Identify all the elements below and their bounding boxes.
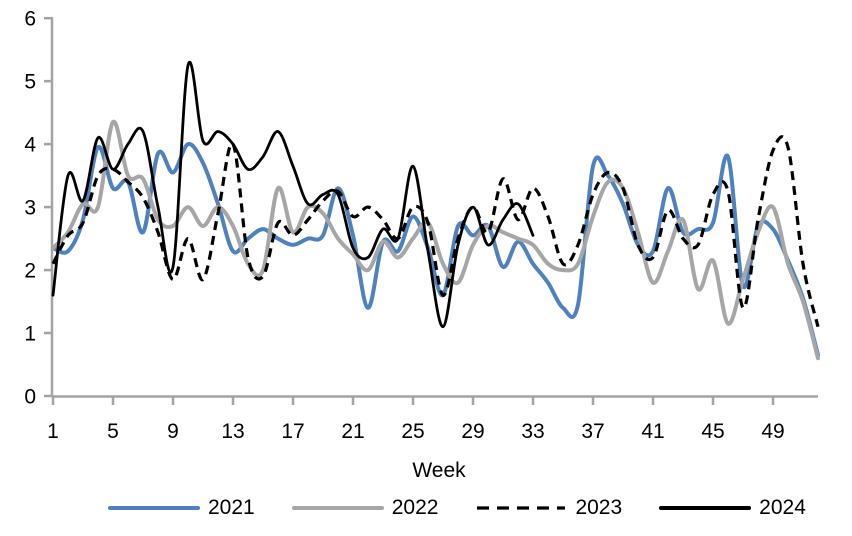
legend-swatch-2022	[291, 506, 384, 510]
legend-label-2021: 2021	[208, 496, 255, 519]
x-axis-tick-label: 49	[761, 420, 784, 443]
legend-item-2023: 2023	[474, 494, 622, 522]
y-axis-tick-label: 5	[24, 71, 36, 94]
legend-item-2022: 2022	[291, 494, 439, 522]
y-axis-tick-label: 4	[24, 134, 36, 157]
x-axis-tick-label: 9	[167, 420, 179, 443]
legend-swatch-2023	[477, 506, 566, 510]
x-axis-tick-label: 37	[581, 420, 604, 443]
x-axis-tick-label: 1	[47, 420, 59, 443]
series-2023-line	[51, 135, 820, 328]
series-2021-line	[51, 142, 820, 358]
y-axis-tick-label: 6	[24, 8, 36, 31]
x-axis-tick-label: 25	[401, 420, 424, 443]
legend-item-2021: 2021	[107, 494, 255, 522]
x-axis-tick-label: 17	[281, 420, 304, 443]
series-2024-line	[51, 60, 535, 329]
chart-legend: 2021 2022 2023 2024	[107, 494, 806, 522]
x-axis-tick-label: 13	[221, 420, 244, 443]
y-axis-tick-label: 2	[24, 260, 36, 283]
series-2022-line	[51, 120, 820, 361]
x-axis-tick-label: 41	[641, 420, 664, 443]
y-axis-tick-label: 1	[24, 323, 36, 346]
legend-swatch-2024	[659, 506, 752, 510]
x-axis-title: Week	[412, 459, 466, 482]
legend-label-2024: 2024	[759, 496, 806, 519]
x-axis-tick-label: 29	[461, 420, 484, 443]
legend-label-2023: 2023	[575, 496, 623, 519]
legend-item-2024: 2024	[658, 494, 806, 522]
x-axis-tick-label: 33	[521, 420, 544, 443]
y-axis-tick-label: 0	[24, 386, 36, 409]
x-axis-tick-label: 45	[701, 420, 724, 443]
legend-swatch-2021	[108, 506, 200, 510]
x-axis-tick-label: 21	[341, 420, 364, 443]
y-axis-tick-label: 3	[24, 197, 36, 220]
x-axis-tick-label: 5	[107, 420, 119, 443]
legend-label-2022: 2022	[391, 496, 439, 519]
